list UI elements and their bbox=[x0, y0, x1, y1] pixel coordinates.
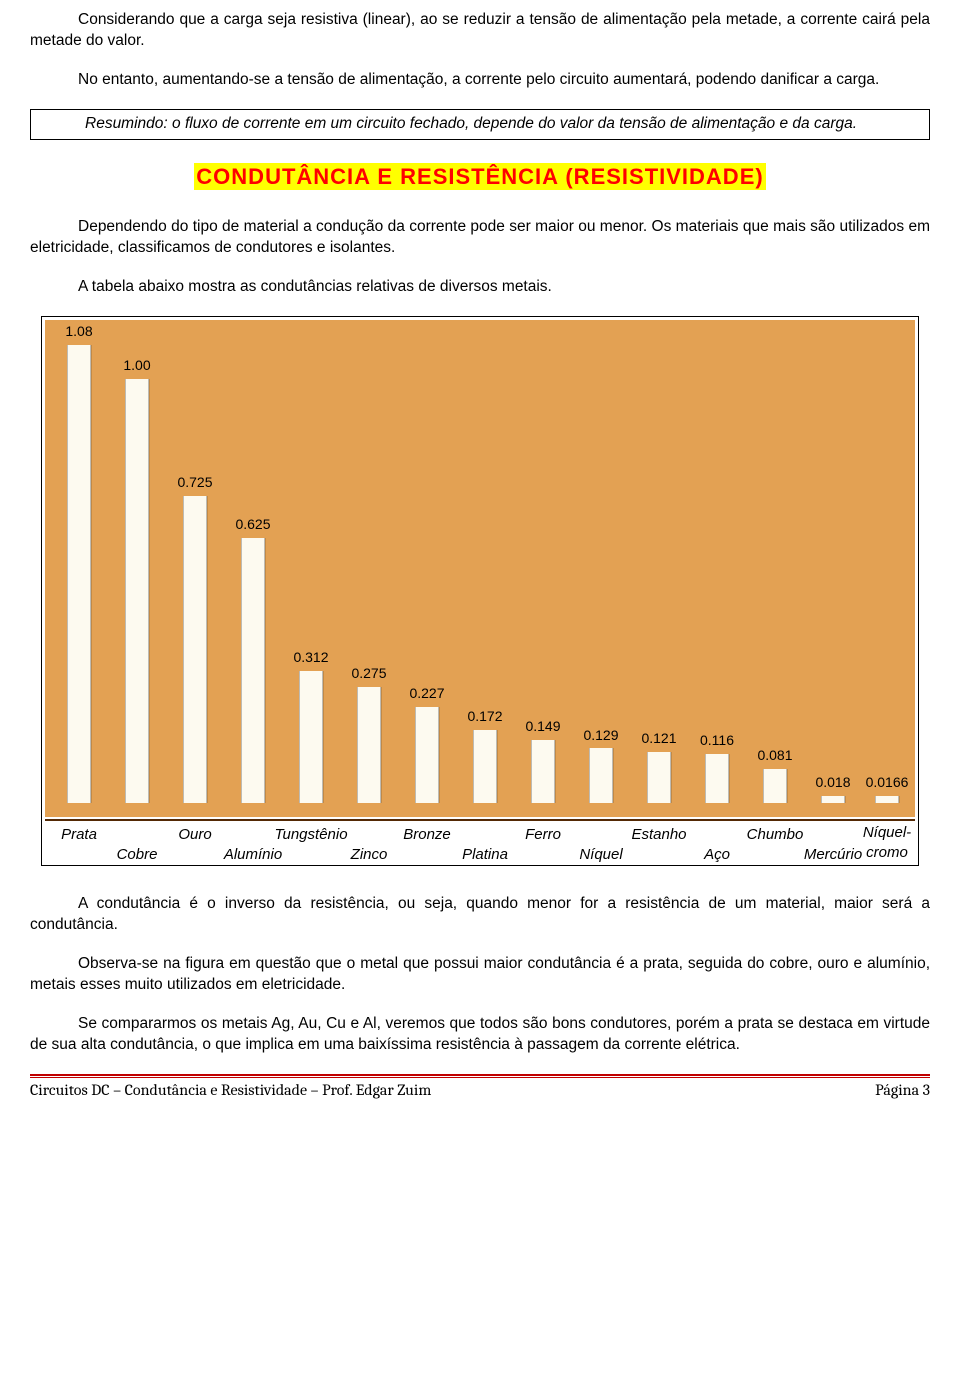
paragraph: A tabela abaixo mostra as condutâncias r… bbox=[30, 277, 930, 298]
chart-bar bbox=[125, 379, 149, 803]
chart-bar bbox=[647, 752, 671, 803]
footer-right: Página 3 bbox=[875, 1080, 930, 1102]
page-footer: Circuitos DC – Condutância e Resistivida… bbox=[30, 1078, 930, 1102]
chart-bar bbox=[821, 796, 845, 804]
chart-x-label: Estanho bbox=[631, 825, 686, 845]
chart-bar bbox=[183, 496, 207, 803]
chart-x-label: Prata bbox=[61, 825, 97, 845]
paragraph: Dependendo do tipo de material a conduçã… bbox=[30, 217, 930, 259]
chart-x-label: Níquel-cromo bbox=[863, 823, 911, 864]
chart-bar bbox=[763, 769, 787, 803]
chart-x-label: Mercúrio bbox=[804, 845, 862, 865]
chart-x-label: Níquel bbox=[579, 845, 622, 865]
chart-bar bbox=[531, 740, 555, 803]
chart-bar-value: 0.227 bbox=[387, 684, 467, 703]
paragraph: Observa-se na figura em questão que o me… bbox=[30, 954, 930, 996]
chart-plot: 1.081.000.7250.6250.3120.2750.2270.1720.… bbox=[79, 344, 905, 803]
chart-x-label: Zinco bbox=[351, 845, 388, 865]
conductance-chart: 1.081.000.7250.6250.3120.2750.2270.1720.… bbox=[41, 316, 919, 866]
paragraph: A condutância é o inverso da resistência… bbox=[30, 894, 930, 936]
chart-x-axis: Prata Cobre Ouro AlumínioTungstênioZinco Bro… bbox=[45, 819, 915, 865]
chart-bar-value: 1.08 bbox=[42, 322, 119, 341]
summary-text: Resumindo: o fluxo de corrente em um cir… bbox=[37, 114, 923, 135]
chart-x-label: Chumbo bbox=[747, 825, 804, 845]
chart-area: 1.081.000.7250.6250.3120.2750.2270.1720.… bbox=[42, 317, 918, 865]
chart-bar bbox=[299, 671, 323, 803]
summary-box: Resumindo: o fluxo de corrente em um cir… bbox=[30, 109, 930, 140]
chart-bar-value: 0.625 bbox=[213, 515, 293, 534]
chart-bar-value: 0.0166 bbox=[847, 773, 918, 792]
paragraph: No entanto, aumentando-se a tensão de al… bbox=[30, 70, 930, 91]
paragraph: Considerando que a carga seja resistiva … bbox=[30, 10, 930, 52]
chart-bar-value: 0.081 bbox=[735, 746, 815, 765]
chart-x-label: Ferro bbox=[525, 825, 561, 845]
chart-x-label: Aço bbox=[704, 845, 730, 865]
section-heading: CONDUTÂNCIA E RESISTÊNCIA (RESISTIVIDADE… bbox=[30, 162, 930, 192]
chart-bar bbox=[875, 796, 899, 803]
chart-bar bbox=[241, 538, 265, 803]
page-content: Considerando que a carga seja resistiva … bbox=[0, 0, 960, 1111]
chart-bar bbox=[589, 748, 613, 803]
heading-text: CONDUTÂNCIA E RESISTÊNCIA (RESISTIVIDADE… bbox=[194, 163, 765, 190]
footer-left: Circuitos DC – Condutância e Resistivida… bbox=[30, 1080, 431, 1102]
chart-x-label: Bronze bbox=[403, 825, 451, 845]
chart-plot-bg: 1.081.000.7250.6250.3120.2750.2270.1720.… bbox=[45, 320, 915, 817]
chart-x-label: Ouro bbox=[178, 825, 211, 845]
chart-bar-value: 0.725 bbox=[155, 473, 235, 492]
chart-x-label: Alumínio bbox=[224, 845, 282, 865]
chart-bar bbox=[415, 707, 439, 803]
chart-bar bbox=[473, 730, 497, 803]
chart-bar bbox=[705, 754, 729, 803]
chart-bar bbox=[357, 687, 381, 804]
chart-bar bbox=[67, 345, 91, 803]
chart-bar-value: 0.275 bbox=[329, 664, 409, 683]
chart-x-label: Platina bbox=[462, 845, 508, 865]
chart-bar-value: 1.00 bbox=[97, 356, 177, 375]
chart-x-label: Tungstênio bbox=[274, 825, 347, 845]
paragraph: Se compararmos os metais Ag, Au, Cu e Al… bbox=[30, 1014, 930, 1056]
chart-x-label: Cobre bbox=[117, 845, 158, 865]
